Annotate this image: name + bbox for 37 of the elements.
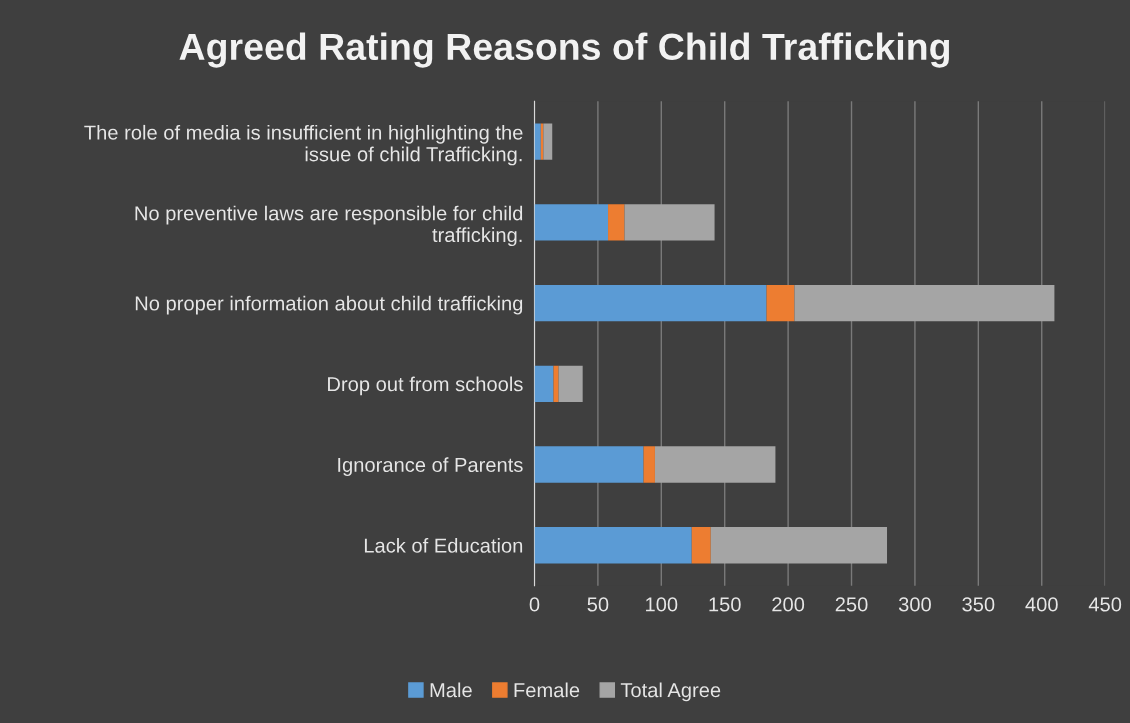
bar — [710, 527, 888, 564]
bar — [534, 204, 609, 241]
bar — [766, 284, 795, 322]
bar — [534, 527, 692, 564]
bar — [534, 446, 644, 483]
chart-title: Agreed Rating Reasons of Child Trafficking — [179, 32, 950, 68]
bar — [643, 446, 655, 483]
x-tick-label: 200 — [772, 597, 805, 612]
x-tick-label: 150 — [709, 597, 741, 612]
bar — [794, 284, 1055, 322]
bar — [534, 284, 767, 322]
x-tick-label: 100 — [646, 597, 678, 612]
x-tick-label: 450 — [1088, 597, 1122, 612]
y-tick-label: Drop out from schools — [328, 376, 523, 396]
x-tick-label: 300 — [898, 597, 931, 612]
bar — [608, 204, 625, 241]
legend-label: Female — [514, 682, 580, 698]
bar — [624, 204, 715, 241]
x-tick-label: 0 — [529, 597, 540, 612]
x-tick-label: 250 — [835, 597, 868, 612]
y-tick-label: Ignorance of Parents — [338, 457, 523, 476]
y-tick-label: No preventive laws are responsible for child trafficking. — [135, 205, 523, 247]
bar — [691, 527, 711, 564]
x-tick-label: 350 — [962, 597, 995, 612]
y-tick-label: Lack of Education — [364, 537, 523, 553]
bar — [553, 365, 559, 402]
x-tick-label: 400 — [1025, 597, 1058, 612]
bar — [534, 123, 541, 160]
bar — [543, 123, 553, 160]
y-tick-label: The role of media is insufficient in highlighting the issue of child Trafficking. — [84, 124, 523, 166]
legend-label: Male — [430, 682, 472, 698]
legend-label: Total Agree — [620, 682, 721, 702]
x-tick-label: 50 — [587, 597, 609, 612]
bar — [558, 365, 583, 402]
bar — [654, 446, 776, 483]
y-tick-label: No proper information about child trafficking — [135, 295, 523, 315]
bar — [534, 365, 554, 402]
